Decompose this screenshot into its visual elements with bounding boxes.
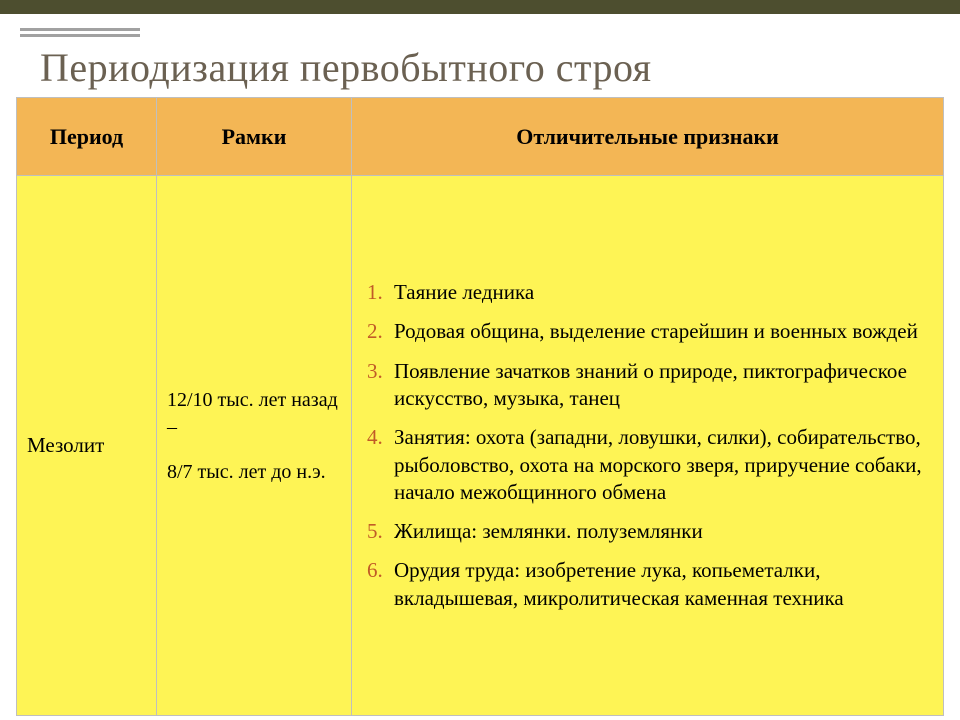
- periodization-table: Период Рамки Отличительные признаки Мезо…: [16, 97, 944, 716]
- list-item: Жилища: землянки. полуземлянки: [388, 518, 929, 545]
- header-line: [20, 34, 140, 37]
- ramki-line-2: 8/7 тыс. лет до н.э.: [167, 459, 341, 486]
- table-row: Мезолит 12/10 тыс. лет назад – 8/7 тыс. …: [17, 176, 944, 716]
- cell-features: Таяние ледника Родовая община, выделение…: [352, 176, 944, 716]
- ramki-line-1: 12/10 тыс. лет назад –: [167, 387, 341, 441]
- list-item: Занятия: охота (западни, ловушки, силки)…: [388, 424, 929, 506]
- th-features: Отличительные признаки: [352, 98, 944, 176]
- list-item: Родовая община, выделение старейшин и во…: [388, 318, 929, 345]
- th-ramki: Рамки: [157, 98, 352, 176]
- cell-period: Мезолит: [17, 176, 157, 716]
- table-header-row: Период Рамки Отличительные признаки: [17, 98, 944, 176]
- list-item: Орудия труда: изобретение лука, копьемет…: [388, 557, 929, 612]
- top-color-band: [0, 0, 960, 14]
- slide-title: Периодизация первобытного строя: [0, 40, 960, 97]
- header-line: [20, 28, 140, 31]
- cell-ramki: 12/10 тыс. лет назад – 8/7 тыс. лет до н…: [157, 176, 352, 716]
- list-item: Появление зачатков знаний о природе, пик…: [388, 358, 929, 413]
- th-period: Период: [17, 98, 157, 176]
- header-decorative-lines: [0, 14, 960, 37]
- list-item: Таяние ледника: [388, 279, 929, 306]
- table-container: Период Рамки Отличительные признаки Мезо…: [0, 97, 960, 716]
- features-list: Таяние ледника Родовая община, выделение…: [360, 279, 929, 612]
